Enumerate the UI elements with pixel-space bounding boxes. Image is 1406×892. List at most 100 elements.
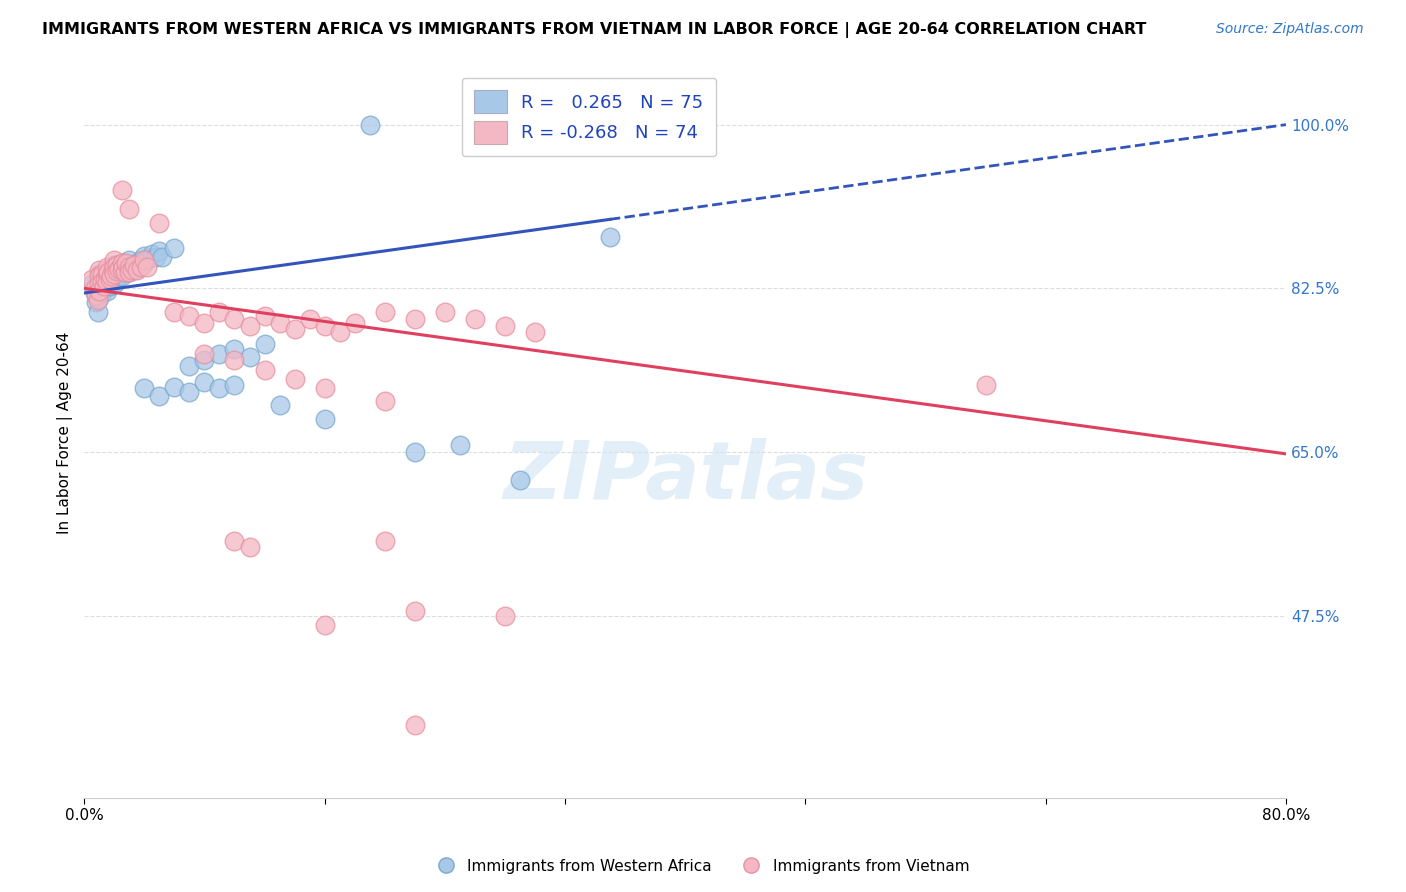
Point [253,362,276,376]
Point [96,275,118,289]
Point [208,381,231,395]
Point [101,269,124,284]
Point [118,260,141,274]
Point [134,256,156,270]
Point [163,379,186,393]
Point [111,256,134,270]
Point [101,262,124,277]
Point [136,252,159,267]
Point [115,258,138,272]
Point [433,304,456,318]
Point [80,277,103,291]
Point [97,265,120,279]
Point [103,277,125,291]
Point [269,316,291,330]
Point [404,445,426,459]
Point [193,316,215,330]
Point [89,269,111,284]
Point [100,269,122,284]
Point [87,293,110,308]
Point [98,272,121,286]
Point [103,267,125,281]
Point [105,265,128,279]
Point [269,398,291,412]
Point [224,312,246,326]
Point [134,249,156,263]
Point [208,347,231,361]
Point [100,265,122,279]
Point [125,256,148,270]
Point [374,393,396,408]
Point [105,258,128,272]
Point [163,241,186,255]
Point [224,342,246,356]
Point [163,304,186,318]
Point [118,265,141,279]
Point [359,118,381,132]
Point [108,262,131,277]
Point [118,260,141,274]
Point [103,260,125,274]
Point [100,272,122,286]
Point [108,269,131,284]
Point [111,262,134,277]
Point [105,260,128,274]
Point [314,412,336,426]
Point [224,377,246,392]
Point [208,304,231,318]
Point [93,281,115,295]
Point [238,350,260,364]
Legend: R =   0.265   N = 75, R = -0.268   N = 74: R = 0.265 N = 75, R = -0.268 N = 74 [461,78,716,156]
Point [103,258,125,272]
Point [89,285,111,300]
Point [253,337,276,351]
Point [238,318,260,333]
Point [114,265,136,279]
Point [148,216,170,230]
Point [329,326,352,340]
Point [96,260,118,274]
Point [145,251,167,265]
Point [253,310,276,324]
Point [314,618,336,632]
Point [83,285,105,300]
Point [464,312,486,326]
Point [523,326,546,340]
Point [84,295,107,310]
Point [115,256,138,270]
Point [96,267,118,281]
Point [118,265,141,279]
Point [89,284,111,298]
Point [89,262,111,277]
Y-axis label: In Labor Force | Age 20-64: In Labor Force | Age 20-64 [58,332,73,534]
Point [298,312,321,326]
Point [599,230,621,244]
Point [224,353,246,368]
Point [89,277,111,291]
Text: IMMIGRANTS FROM WESTERN AFRICA VS IMMIGRANTS FROM VIETNAM IN LABOR FORCE | AGE 2: IMMIGRANTS FROM WESTERN AFRICA VS IMMIGR… [42,22,1146,38]
Point [179,310,201,324]
Point [343,316,366,330]
Point [103,267,125,281]
Point [238,541,260,555]
Point [114,265,136,279]
Point [449,437,471,451]
Point [111,183,134,197]
Point [94,272,117,286]
Point [131,260,153,274]
Point [404,312,426,326]
Point [112,260,135,274]
Point [103,262,125,277]
Text: Source: ZipAtlas.com: Source: ZipAtlas.com [1216,22,1364,37]
Point [152,251,174,265]
Point [118,202,141,216]
Point [404,604,426,618]
Point [103,272,125,286]
Point [179,359,201,373]
Point [179,385,201,400]
Point [134,381,156,395]
Point [112,260,135,274]
Point [122,258,145,272]
Point [111,256,134,270]
Point [108,261,131,276]
